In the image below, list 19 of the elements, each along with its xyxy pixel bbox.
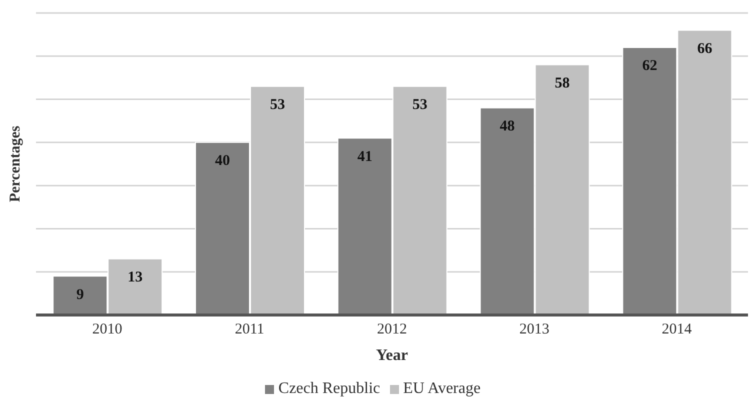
data-label: 48 — [500, 118, 515, 135]
x-axis-title: Year — [376, 347, 408, 364]
data-label: 58 — [554, 75, 570, 92]
data-label: 13 — [128, 270, 143, 286]
x-tick-label: 2010 — [92, 322, 122, 338]
data-label: 62 — [642, 58, 658, 74]
data-label: 53 — [412, 96, 428, 113]
data-label: 66 — [697, 40, 713, 57]
data-label: 41 — [357, 148, 372, 165]
data-label: 53 — [270, 96, 285, 113]
legend-label: EU Average — [403, 380, 481, 397]
x-tick-label: 2012 — [377, 322, 407, 338]
x-tick-label: 2013 — [519, 322, 550, 338]
legend-label: Czech Republic — [278, 380, 380, 397]
data-label: 9 — [76, 286, 84, 303]
y-axis-title: Percentages — [7, 126, 24, 202]
x-tick-label: 2011 — [234, 322, 264, 338]
data-label: 40 — [214, 153, 230, 170]
x-tick-label: 2014 — [662, 322, 692, 338]
